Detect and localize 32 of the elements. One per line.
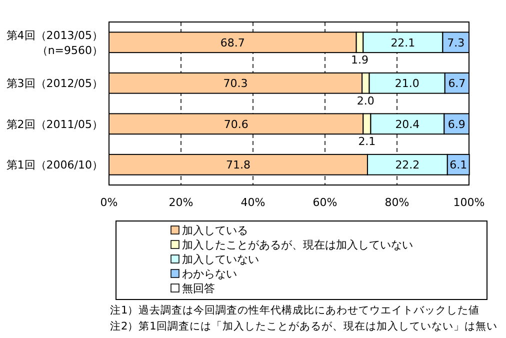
data-label: 70.3: [223, 77, 248, 90]
x-tick-label: 100%: [453, 196, 485, 209]
y-tick-label: 第3回（2012/05）: [6, 77, 103, 90]
data-label: 2.1: [358, 135, 376, 148]
text: 注1）過去調査は今回調査の性年代構成比にあわせてウエイトバックした値: [110, 304, 480, 316]
x-tick-label: 20%: [168, 196, 194, 209]
x-tick-label: 60%: [312, 196, 338, 209]
data-label: 71.8: [226, 158, 250, 172]
data-label: 22.1: [390, 36, 416, 50]
text: 注2）第1回調査には「加入したことがあるが、現在は加入していない」は無い: [110, 320, 498, 332]
data-label: 6.7: [448, 77, 466, 90]
data-label: 22.2: [395, 158, 420, 172]
x-tick-label: 40%: [240, 196, 266, 209]
legend-label: 加入している: [182, 224, 248, 237]
data-label: 68.7: [220, 36, 245, 50]
data-label: 70.6: [224, 118, 248, 131]
legend-label: わからない: [182, 268, 237, 280]
data-label: 21.0: [394, 77, 420, 90]
data-label: 1.9: [350, 54, 368, 67]
legend-label: 加入していない: [182, 253, 259, 266]
data-label: 2.0: [356, 94, 374, 108]
data-label: 6.1: [450, 158, 468, 172]
y-tick-label: 第2回（2011/05）: [6, 118, 103, 131]
legend-label: 加入したことがあるが、現在は加入していない: [182, 238, 413, 252]
x-tick-label: 80%: [384, 196, 410, 209]
y-tick-label: 第1回（2006/10）: [6, 158, 103, 172]
data-label: 7.3: [447, 36, 465, 50]
y-tick-label: 第4回（2013/05）（n=9560）: [6, 28, 103, 57]
data-label: 6.9: [448, 118, 466, 131]
data-label: 20.4: [395, 118, 420, 131]
x-tick-label: 0%: [100, 196, 118, 209]
legend-label: 無回答: [182, 282, 215, 295]
